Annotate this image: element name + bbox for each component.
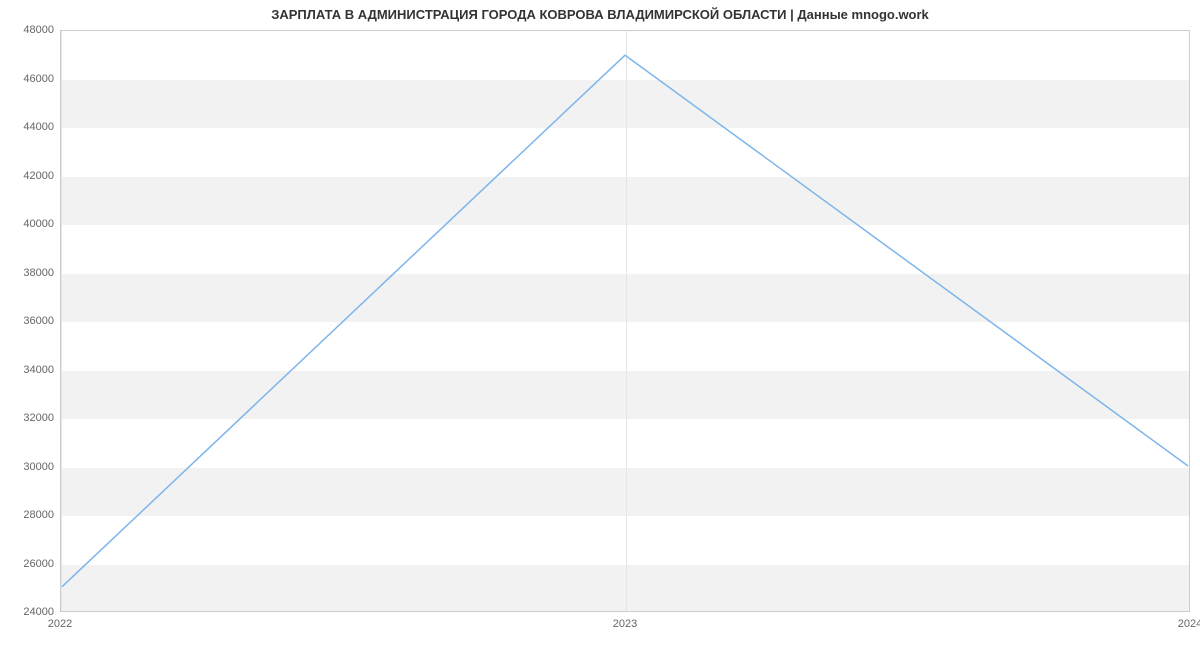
y-tick-label: 32000 xyxy=(4,412,54,424)
y-tick-label: 42000 xyxy=(4,170,54,182)
grid-band xyxy=(61,371,1189,420)
y-tick-label: 34000 xyxy=(4,364,54,376)
y-tick-label: 40000 xyxy=(4,218,54,230)
grid-band xyxy=(61,80,1189,129)
chart-title: ЗАРПЛАТА В АДМИНИСТРАЦИЯ ГОРОДА КОВРОВА … xyxy=(0,7,1200,22)
y-tick-label: 30000 xyxy=(4,461,54,473)
x-tick-label: 2022 xyxy=(48,618,72,630)
y-tick-label: 44000 xyxy=(4,121,54,133)
x-tick-label: 2024 xyxy=(1178,618,1200,630)
y-tick-label: 26000 xyxy=(4,558,54,570)
y-tick-label: 24000 xyxy=(4,606,54,618)
x-gridline xyxy=(626,31,627,611)
grid-band xyxy=(61,274,1189,323)
chart-container: ЗАРПЛАТА В АДМИНИСТРАЦИЯ ГОРОДА КОВРОВА … xyxy=(0,0,1200,650)
plot-area xyxy=(60,30,1190,612)
y-tick-label: 28000 xyxy=(4,509,54,521)
y-tick-label: 36000 xyxy=(4,315,54,327)
x-gridline xyxy=(61,31,62,611)
grid-band xyxy=(61,177,1189,226)
y-tick-label: 38000 xyxy=(4,267,54,279)
grid-band xyxy=(61,565,1189,613)
y-tick-label: 48000 xyxy=(4,24,54,36)
y-tick-label: 46000 xyxy=(4,73,54,85)
grid-band xyxy=(61,468,1189,517)
x-tick-label: 2023 xyxy=(613,618,637,630)
